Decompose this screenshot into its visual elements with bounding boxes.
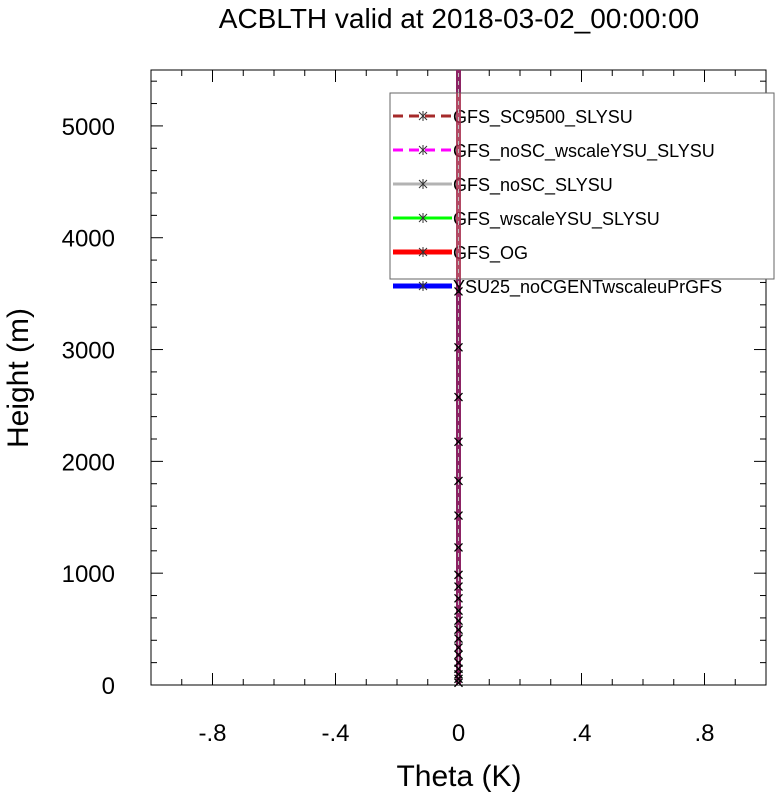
x-axis-label: Theta (K)	[396, 760, 521, 793]
data-point-stroke	[454, 437, 463, 447]
y-tick-label: 5000	[62, 114, 115, 141]
data-point-stroke	[454, 634, 463, 644]
data-point	[454, 606, 463, 616]
data-point	[454, 476, 463, 486]
x-tick-label: .4	[571, 720, 591, 747]
data-point-stroke	[454, 476, 463, 486]
data-point	[454, 658, 463, 668]
data-point-stroke	[454, 392, 463, 402]
x-tick-label: -.4	[321, 720, 349, 747]
legend-entry: GFS_noSC_SLYSU	[393, 175, 613, 196]
y-tick-label: 4000	[62, 226, 115, 253]
legend-entry: GFS_OG	[393, 243, 528, 264]
data-point	[454, 342, 463, 352]
legend-box	[389, 92, 775, 280]
data-point	[454, 634, 463, 644]
data-point-stroke	[454, 650, 463, 660]
legend-label: GFS_OG	[453, 243, 528, 264]
chart-title: ACBLTH valid at 2018-03-02_00:00:00	[219, 3, 699, 34]
legend-entry: GFS_noSC_wscaleYSU_SLYSU	[393, 141, 715, 162]
data-point-stroke	[454, 342, 463, 352]
x-tick-label: 0	[452, 720, 465, 747]
y-tick-label: 0	[102, 673, 115, 700]
y-tick-label: 3000	[62, 338, 115, 365]
data-point	[454, 643, 463, 653]
data-point	[454, 678, 463, 688]
data-point	[454, 543, 463, 552]
data-point	[454, 582, 463, 592]
data-point-stroke	[454, 606, 463, 616]
data-point-stroke	[454, 570, 463, 580]
data-point	[454, 286, 463, 296]
data-point-stroke	[454, 678, 463, 688]
data-point	[454, 616, 463, 626]
data-point	[454, 650, 463, 660]
legend-entry: GFS_wscaleYSU_SLYSU	[393, 209, 660, 230]
y-tick-label: 1000	[62, 561, 115, 588]
y-axis-label: Height (m)	[2, 308, 35, 448]
legend: GFS_SC9500_SLYSU GFS_noSC_wscaleYSU_SLYSU…	[389, 92, 775, 298]
data-point-stroke	[454, 625, 463, 635]
data-point-stroke	[454, 286, 463, 296]
data-point-stroke	[454, 543, 463, 552]
legend-label: GFS_wscaleYSU_SLYSU	[453, 209, 660, 230]
y-tick-label: 2000	[62, 449, 115, 476]
data-point-stroke	[454, 582, 463, 592]
data-point-stroke	[454, 616, 463, 626]
x-tick-label: .8	[694, 720, 714, 747]
data-point	[454, 625, 463, 635]
data-point	[454, 593, 463, 603]
data-point	[454, 570, 463, 580]
legend-entry: GFS_SC9500_SLYSU	[393, 107, 633, 128]
legend-label: GFS_SC9500_SLYSU	[453, 107, 633, 128]
data-point	[454, 392, 463, 402]
data-point-stroke	[454, 643, 463, 653]
x-tick-label: -.8	[198, 720, 226, 747]
legend-label: GFS_noSC_SLYSU	[453, 175, 613, 196]
data-point	[454, 437, 463, 447]
legend-label: GFS_noSC_wscaleYSU_SLYSU	[453, 141, 715, 162]
data-point-stroke	[454, 658, 463, 668]
data-point-stroke	[454, 593, 463, 603]
data-point-stroke	[454, 511, 463, 521]
data-point	[454, 511, 463, 521]
legend-entry: YSU25_noCGENTwscaleuPrGFS	[393, 277, 722, 298]
legend-label: YSU25_noCGENTwscaleuPrGFS	[453, 277, 722, 298]
